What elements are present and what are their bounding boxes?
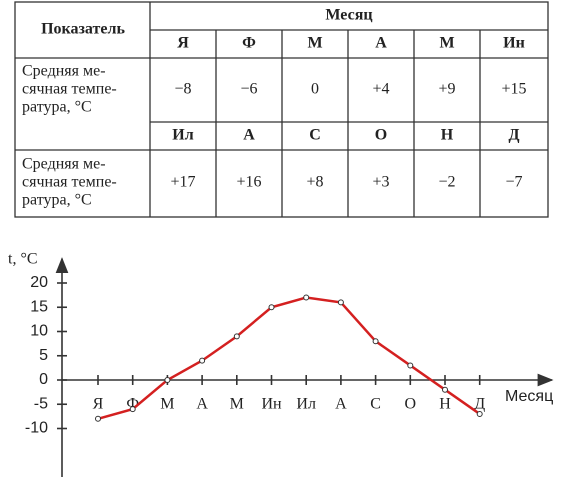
month-header: Ин bbox=[503, 35, 525, 52]
data-point bbox=[407, 362, 414, 369]
x-tick-label: О bbox=[405, 396, 417, 413]
x-tick-label: Я bbox=[93, 396, 104, 413]
x-axis-label: Месяц bbox=[505, 388, 553, 405]
month-header: Ил bbox=[172, 127, 193, 144]
month-header: Д bbox=[508, 127, 519, 144]
x-tick-label: М bbox=[230, 396, 244, 413]
y-tick-label: 5 bbox=[39, 347, 48, 364]
row-label: Средняя ме- bbox=[22, 63, 106, 80]
month-header: Я bbox=[177, 35, 189, 52]
month-header: О bbox=[375, 127, 387, 144]
month-header: Ф bbox=[242, 35, 256, 52]
data-point bbox=[199, 357, 206, 364]
data-point bbox=[268, 304, 275, 311]
header-month: Месяц bbox=[325, 7, 372, 24]
x-tick-label: М bbox=[160, 396, 174, 413]
data-point bbox=[303, 294, 310, 301]
month-header: А bbox=[375, 35, 387, 52]
data-point bbox=[476, 410, 483, 417]
y-tick-label: 15 bbox=[30, 298, 48, 315]
cell-value: +15 bbox=[501, 81, 526, 98]
row-label: ратура, °C bbox=[22, 99, 92, 116]
month-header: А bbox=[243, 127, 255, 144]
cell-value: +3 bbox=[372, 174, 389, 191]
cell-value: −8 bbox=[174, 81, 191, 98]
data-point bbox=[442, 386, 448, 393]
data-point bbox=[164, 377, 171, 383]
cell-value: +16 bbox=[236, 174, 261, 191]
cell-value: +9 bbox=[438, 81, 455, 98]
data-point bbox=[372, 338, 379, 345]
cell-value: −7 bbox=[505, 174, 522, 191]
cell-value: 0 bbox=[311, 81, 319, 98]
y-tick-label: 10 bbox=[30, 323, 48, 340]
month-header: М bbox=[307, 35, 322, 52]
y-tick-label: 0 bbox=[39, 371, 48, 388]
y-axis-label: t, °C bbox=[8, 251, 38, 268]
cell-value: +8 bbox=[306, 174, 323, 191]
row-label: сячная темпе- bbox=[22, 174, 117, 191]
row-label: ратура, °C bbox=[22, 192, 92, 209]
table: Показатель Месяц Я −8 Ф −6 М 0 А +4 М +9 Ин +15 Сред… bbox=[14, 1, 549, 218]
month-header: Н bbox=[441, 127, 454, 144]
y-tick-label: 20 bbox=[30, 274, 48, 291]
chart: t, °C Месяц -10 -5 0 5 10 15 20 Я Ф М А М Ин Ил А С О Н Д bbox=[8, 251, 554, 477]
x-tick-label: А bbox=[196, 396, 208, 413]
cell-value: +17 bbox=[170, 174, 195, 191]
cell-value: −6 bbox=[240, 81, 257, 98]
row-label: Средняя ме- bbox=[22, 156, 106, 173]
month-header: С bbox=[309, 127, 321, 144]
header-indicator: Показатель bbox=[41, 21, 125, 38]
month-header: М bbox=[439, 35, 454, 52]
x-tick-label: Ф bbox=[126, 396, 139, 413]
x-tick-label: А bbox=[335, 396, 347, 413]
data-point bbox=[129, 406, 136, 413]
x-tick-label: Ил bbox=[296, 396, 316, 413]
data-point bbox=[337, 299, 344, 306]
data-point bbox=[95, 415, 101, 422]
row-label: сячная темпе- bbox=[22, 81, 117, 98]
cell-value: +4 bbox=[372, 81, 389, 98]
x-tick-label: Д bbox=[474, 396, 485, 413]
cell-value: −2 bbox=[438, 174, 455, 191]
data-line bbox=[97, 296, 481, 421]
x-tick-label: Ин bbox=[261, 396, 282, 413]
x-tick-label: Н bbox=[439, 396, 451, 413]
data-point bbox=[233, 333, 240, 340]
y-tick-label: -10 bbox=[25, 420, 48, 437]
x-tick-label: С bbox=[370, 396, 381, 413]
y-tick-label: -5 bbox=[34, 395, 48, 412]
